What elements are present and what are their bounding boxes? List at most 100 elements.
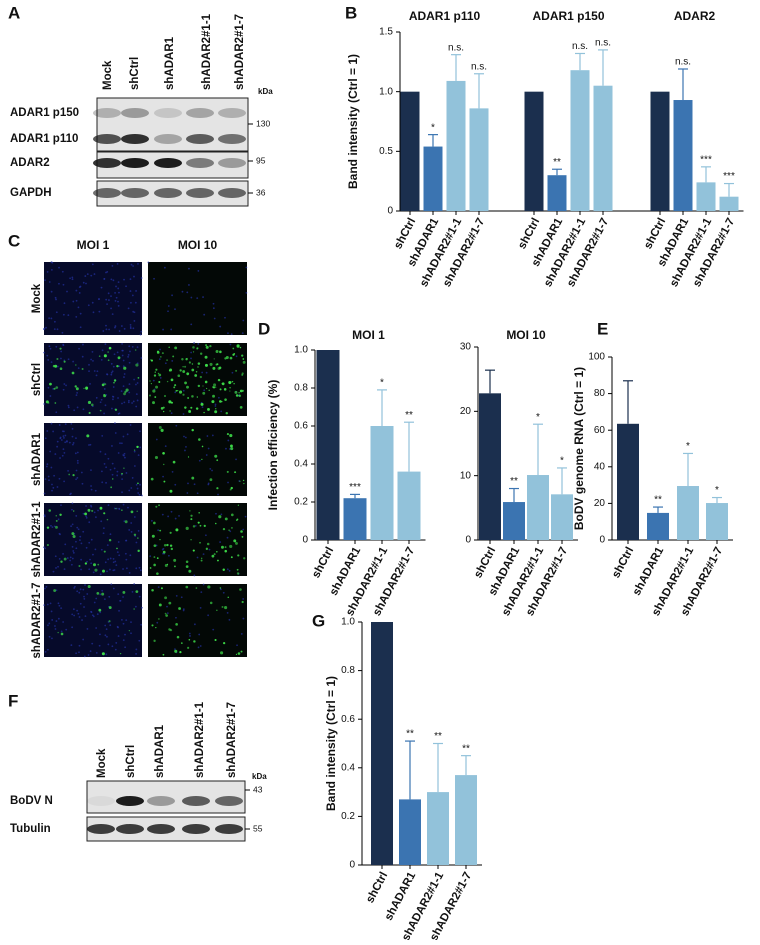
nucleus-dot: [79, 312, 82, 315]
infected-dot: [240, 530, 243, 533]
nucleus-dot: [224, 316, 226, 319]
nucleus-dot: [157, 586, 160, 589]
infected-dot: [227, 596, 229, 599]
infected-dot: [164, 395, 166, 397]
bar: [423, 146, 443, 211]
nucleus-dot: [80, 542, 83, 545]
infected-dot: [94, 568, 98, 572]
lane-label: Mock: [102, 60, 114, 90]
nucleus-dot: [62, 313, 65, 316]
nucleus-dot: [99, 593, 102, 596]
infected-dot: [103, 512, 106, 515]
significance-label: *: [536, 412, 540, 423]
nucleus-dot: [118, 365, 121, 368]
nucleus-dot: [182, 609, 185, 612]
nucleus-dot: [75, 652, 78, 655]
nucleus-dot: [197, 343, 200, 345]
infected-dot: [218, 515, 222, 519]
infected-dot: [158, 426, 162, 429]
nucleus-dot: [125, 539, 127, 542]
infected-dot: [228, 380, 232, 385]
nucleus-dot: [122, 596, 124, 598]
y-tick-label: 1.0: [379, 86, 393, 97]
infected-dot: [170, 378, 174, 382]
infected-dot: [112, 478, 114, 480]
infected-dot: [190, 514, 193, 517]
micrograph: [44, 503, 142, 576]
infected-dot: [216, 459, 219, 462]
nucleus-dot: [89, 382, 91, 385]
nucleus-dot: [126, 433, 129, 436]
nucleus-dot: [231, 371, 234, 374]
nucleus-dot: [158, 358, 161, 361]
nucleus-dot: [117, 300, 119, 303]
nucleus-dot: [235, 458, 237, 461]
nucleus-dot: [102, 527, 105, 530]
nucleus-dot: [208, 548, 211, 551]
nucleus-dot: [123, 327, 126, 330]
infected-dot: [98, 608, 102, 612]
nucleus-dot: [235, 355, 238, 358]
infected-dot: [154, 371, 156, 373]
nucleus-dot: [161, 513, 164, 516]
nucleus-dot: [129, 350, 131, 353]
nucleus-dot: [53, 525, 56, 528]
infected-dot: [55, 519, 58, 522]
nucleus-dot: [133, 378, 136, 381]
nucleus-dot: [52, 388, 55, 390]
lane-label: shADAR1: [154, 724, 166, 778]
infected-dot: [188, 569, 192, 573]
nucleus-dot: [73, 614, 76, 617]
nucleus-dot: [58, 424, 61, 426]
infected-dot: [149, 380, 151, 382]
infected-dot: [137, 377, 140, 379]
nucleus-dot: [124, 456, 126, 459]
infected-dot: [190, 406, 193, 409]
infected-dot: [55, 386, 59, 389]
nucleus-dot: [57, 602, 60, 605]
nucleus-dot: [44, 279, 46, 282]
infected-dot: [230, 486, 233, 490]
nucleus-dot: [97, 509, 99, 512]
infected-dot: [108, 346, 112, 350]
blot-band: [215, 824, 243, 834]
infected-dot: [181, 357, 184, 361]
nucleus-dot: [138, 493, 141, 496]
infected-dot: [52, 364, 56, 368]
infected-dot: [237, 504, 240, 506]
nucleus-dot: [101, 349, 104, 352]
nucleus-dot: [93, 601, 96, 604]
bar: [647, 512, 669, 540]
infected-dot: [203, 524, 206, 527]
nucleus-dot: [127, 399, 130, 402]
nucleus-dot: [93, 273, 96, 275]
infected-dot: [242, 360, 246, 364]
nucleus-dot: [75, 540, 77, 543]
bar: [400, 91, 420, 211]
nucleus-dot: [127, 307, 130, 310]
nucleus-dot: [75, 289, 78, 292]
nucleus-dot: [47, 359, 50, 361]
nucleus-dot: [111, 395, 114, 398]
infected-dot: [236, 344, 240, 348]
nucleus-dot: [103, 598, 106, 601]
nucleus-dot: [133, 465, 136, 467]
infected-dot: [203, 411, 205, 414]
nucleus-dot: [123, 376, 125, 378]
infected-dot: [240, 650, 243, 653]
nucleus-dot: [88, 363, 90, 366]
blot-band: [186, 188, 214, 198]
nucleus-dot: [104, 624, 107, 627]
nucleus-dot: [129, 554, 132, 557]
nucleus-dot: [76, 476, 79, 479]
nucleus-dot: [105, 481, 107, 484]
infected-dot: [220, 651, 224, 655]
nucleus-dot: [211, 469, 213, 472]
blot-band: [116, 796, 144, 806]
nucleus-dot: [227, 481, 229, 484]
infected-dot: [124, 520, 128, 524]
nucleus-dot: [159, 377, 162, 379]
nucleus-dot: [166, 612, 169, 615]
infected-dot: [232, 353, 235, 356]
